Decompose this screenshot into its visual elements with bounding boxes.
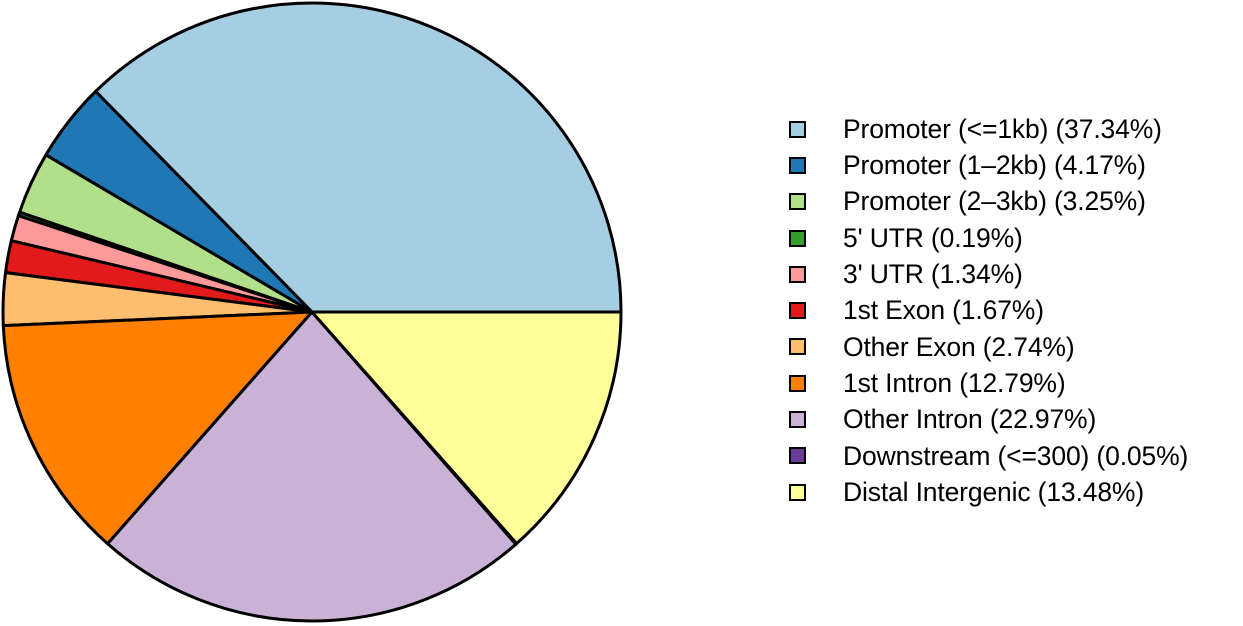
chart-legend: Promoter (<=1kb) (37.34%) Promoter (1–2kb…	[787, 111, 1243, 510]
pie-chart-figure	[1, 1, 623, 623]
pie-slice[interactable]	[94, 1, 623, 314]
legend-swatch-1st-intron	[789, 374, 806, 392]
legend-item-label: Promoter (<=1kb) (37.34%)	[843, 113, 1162, 144]
legend-swatch-5-utr	[789, 229, 806, 247]
pie-slice[interactable]	[1, 310, 314, 546]
legend-swatch-other-exon	[789, 338, 806, 356]
legend-item-label: Other Exon (2.74%)	[843, 331, 1075, 362]
legend-item-label: Promoter (2–3kb) (3.25%)	[843, 186, 1146, 217]
legend-item[interactable]: Downstream (<=300) (0.05%)	[787, 438, 1243, 474]
legend-item[interactable]: Promoter (<=1kb) (37.34%)	[787, 111, 1243, 147]
legend-swatch-downstream	[789, 447, 806, 465]
legend-item-label: Distal Intergenic (13.48%)	[843, 476, 1144, 507]
legend-item-label: 1st Exon (1.67%)	[843, 295, 1044, 326]
legend-item[interactable]: Distal Intergenic (13.48%)	[787, 474, 1243, 510]
legend-swatch-promoter-1kb	[789, 120, 806, 138]
legend-item[interactable]: 5' UTR (0.19%)	[787, 220, 1243, 256]
legend-item-label: Downstream (<=300) (0.05%)	[843, 440, 1189, 471]
legend-swatch-other-intron	[789, 411, 806, 429]
pie-slice[interactable]	[310, 310, 623, 546]
legend-item-label: 3' UTR (1.34%)	[843, 259, 1023, 290]
legend-item-label: Other Intron (22.97%)	[843, 404, 1097, 435]
legend-item-label: 1st Intron (12.79%)	[843, 367, 1066, 398]
legend-item-label: Promoter (1–2kb) (4.17%)	[843, 150, 1146, 181]
legend-swatch-promoter-2-3kb	[789, 193, 806, 211]
legend-item-label: 5' UTR (0.19%)	[843, 222, 1023, 253]
legend-item[interactable]: Other Exon (2.74%)	[787, 329, 1243, 365]
legend-swatch-distal-intergenic	[789, 483, 806, 501]
legend-swatch-3-utr	[789, 265, 806, 283]
legend-item[interactable]: 1st Intron (12.79%)	[787, 365, 1243, 401]
legend-item[interactable]: 3' UTR (1.34%)	[787, 256, 1243, 292]
legend-swatch-promoter-1-2kb	[789, 156, 806, 174]
pie-slice[interactable]	[106, 310, 518, 623]
pie-chart-svg	[1, 1, 623, 623]
legend-item[interactable]: Promoter (2–3kb) (3.25%)	[787, 184, 1243, 220]
legend-item[interactable]: Promoter (1–2kb) (4.17%)	[787, 147, 1243, 183]
pie-slice-group	[1, 1, 623, 623]
legend-item[interactable]: 1st Exon (1.67%)	[787, 292, 1243, 328]
legend-swatch-1st-exon	[789, 302, 806, 320]
legend-item[interactable]: Other Intron (22.97%)	[787, 401, 1243, 437]
